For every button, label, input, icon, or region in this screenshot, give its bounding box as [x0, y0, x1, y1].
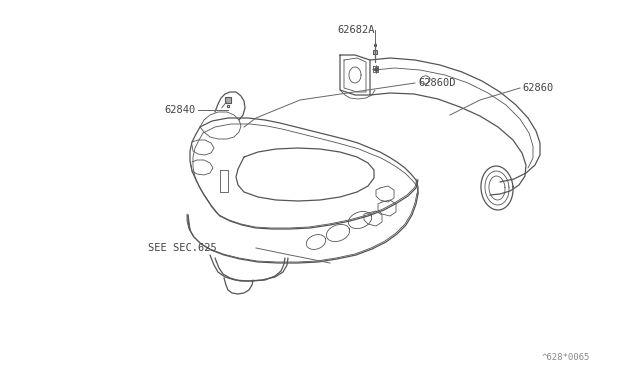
Text: SEE SEC.625: SEE SEC.625: [148, 243, 217, 253]
Text: 62682A: 62682A: [337, 25, 374, 35]
Text: 62840: 62840: [164, 105, 196, 115]
Text: ^628*0065: ^628*0065: [541, 353, 590, 362]
Text: 62860D: 62860D: [418, 78, 456, 88]
Text: 62860: 62860: [522, 83, 553, 93]
